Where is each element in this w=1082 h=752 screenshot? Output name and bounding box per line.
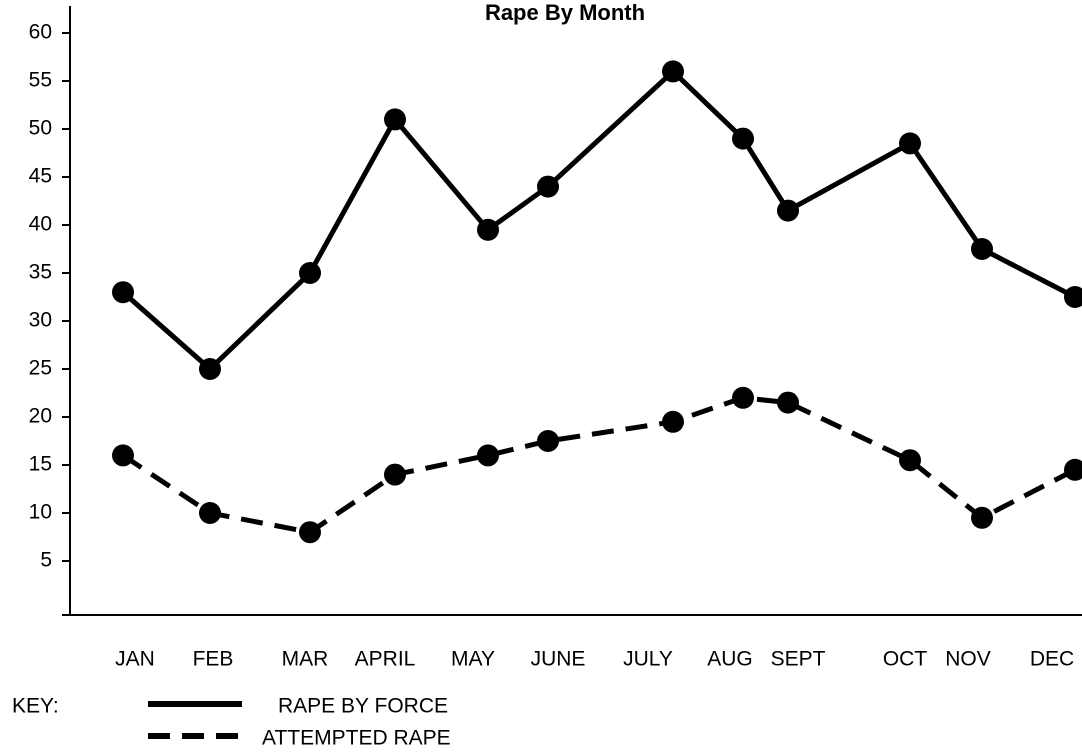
chart-title: Rape By Month: [485, 0, 645, 25]
data-point: [537, 430, 559, 452]
x-tick-label: APRIL: [355, 648, 416, 671]
data-point: [384, 463, 406, 486]
data-point: [477, 444, 499, 467]
series-line: [121, 67, 1077, 373]
y-tick-label: 55: [29, 69, 52, 92]
data-point: [971, 238, 993, 260]
x-tick-label: SEPT: [771, 648, 826, 671]
legend-label: ATTEMPTED RAPE: [262, 727, 451, 750]
data-point: [899, 132, 921, 155]
data-point: [384, 108, 406, 131]
x-tick-label: JULY: [623, 648, 673, 671]
x-tick-label: MAY: [451, 648, 495, 671]
data-point: [477, 218, 499, 241]
data-point: [732, 127, 754, 150]
data-point: [777, 391, 799, 414]
y-tick-label: 60: [29, 21, 52, 44]
data-point: [199, 502, 221, 524]
data-point: [971, 506, 993, 529]
data-point: [299, 262, 321, 284]
data-point: [777, 199, 799, 222]
data-point: [662, 410, 684, 433]
y-tick-label: 40: [29, 213, 52, 236]
x-tick-label: FEB: [193, 648, 234, 671]
y-tick-label: 50: [29, 117, 52, 140]
data-point: [112, 281, 134, 304]
data-point: [899, 449, 921, 472]
legend-title: KEY:: [12, 695, 59, 718]
data-point: [1064, 458, 1082, 481]
series-line: [121, 395, 1077, 535]
x-tick-label: NOV: [945, 648, 991, 671]
x-tick-label: JAN: [115, 648, 155, 671]
legend-label: RAPE BY FORCE: [278, 695, 448, 718]
x-tick-label: MAR: [282, 648, 329, 671]
y-tick-label: 5: [40, 549, 52, 572]
x-tick-label: JUNE: [531, 648, 586, 671]
data-point: [299, 521, 321, 544]
data-point: [112, 444, 134, 467]
x-tick-label: AUG: [707, 648, 753, 671]
data-point: [732, 386, 754, 409]
x-tick-label: OCT: [883, 648, 928, 671]
y-tick-label: 45: [29, 165, 52, 188]
y-tick-label: 20: [29, 405, 52, 428]
y-tick-label: 30: [29, 309, 52, 332]
data-point: [1064, 286, 1082, 308]
data-point: [199, 358, 221, 380]
x-tick-label: DEC: [1030, 648, 1074, 671]
data-point: [537, 175, 559, 198]
data-point: [662, 60, 684, 83]
y-tick-label: 10: [29, 501, 52, 524]
y-tick-label: 25: [29, 357, 52, 380]
y-tick-label: 35: [29, 261, 52, 284]
y-tick-label: 15: [29, 453, 52, 476]
